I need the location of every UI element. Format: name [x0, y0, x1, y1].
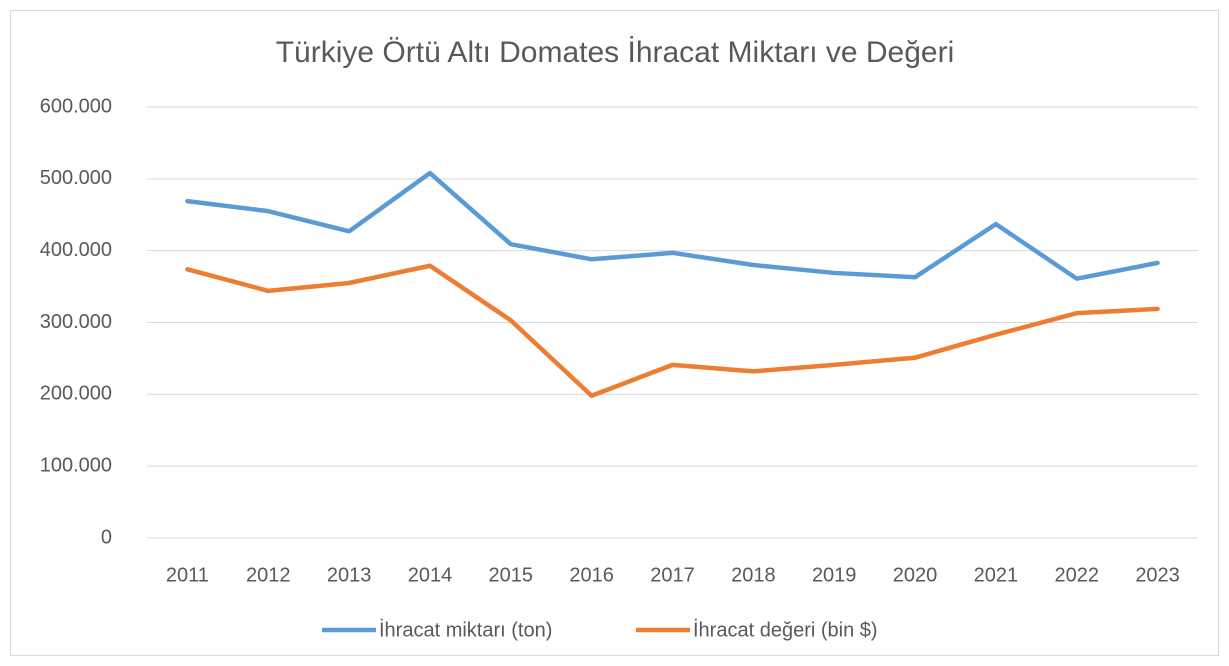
y-tick-label: 300.000 — [40, 311, 112, 333]
x-tick-label: 2018 — [731, 564, 776, 586]
y-tick-label: 500.000 — [40, 167, 112, 189]
x-tick-label: 2020 — [893, 564, 938, 586]
x-tick-label: 2022 — [1054, 564, 1099, 586]
x-tick-label: 2012 — [246, 564, 291, 586]
y-tick-label: 400.000 — [40, 239, 112, 261]
x-tick-label: 2016 — [569, 564, 614, 586]
legend-label: İhracat miktarı (ton) — [379, 618, 552, 641]
x-tick-label: 2014 — [408, 564, 453, 586]
series-line — [185, 170, 1160, 281]
chart-frame — [10, 10, 1219, 656]
series-line — [185, 263, 1160, 399]
y-tick-label: 100.000 — [40, 454, 112, 476]
x-tick-label: 2021 — [974, 564, 1019, 586]
x-tick-label: 2015 — [489, 564, 534, 586]
chart-title: Türkiye Örtü Altı Domates İhracat Miktar… — [276, 36, 955, 69]
x-tick-label: 2023 — [1135, 564, 1180, 586]
x-tick-label: 2011 — [166, 564, 209, 586]
legend-label: İhracat değeri (bin $) — [693, 618, 878, 641]
x-tick-label: 2013 — [327, 564, 372, 586]
y-tick-label: 0 — [101, 526, 112, 548]
y-tick-label: 600.000 — [40, 95, 112, 117]
x-tick-label: 2017 — [650, 564, 695, 586]
x-tick-label: 2019 — [812, 564, 857, 586]
y-tick-label: 200.000 — [40, 383, 112, 405]
